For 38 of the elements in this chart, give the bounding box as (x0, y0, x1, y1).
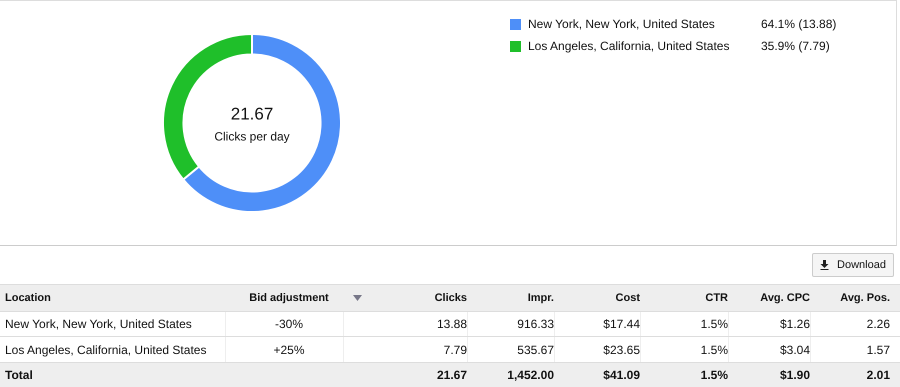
text: $1.90 (778, 367, 810, 384)
text: Clicks per day (214, 129, 290, 144)
text: 916.33 (477, 312, 555, 337)
text: +25% (235, 337, 344, 363)
text: 1.5% (650, 312, 729, 337)
text: Cost (614, 291, 640, 306)
text: 13.88 (353, 312, 468, 337)
text: CTR (704, 291, 728, 306)
data-label: 35.9% (7.79) (761, 39, 830, 53)
text: 1,452.00 (506, 367, 554, 384)
text: 2.26 (866, 316, 890, 333)
text: Download (837, 259, 886, 271)
legend-label: New York, New York, United States (528, 17, 716, 31)
text: Avg. CPC (759, 291, 810, 306)
text: $1.26 (738, 312, 811, 337)
text: $23.65 (564, 337, 641, 363)
text: 535.67 (477, 337, 555, 363)
text: Total (5, 367, 34, 384)
text: Impr. (526, 291, 554, 306)
text: 7.79 (353, 337, 468, 363)
text: Clicks (434, 291, 467, 306)
text: -30% (235, 312, 344, 337)
text: 1.5% (700, 367, 728, 384)
text: Avg. Pos. (839, 291, 890, 306)
text: Location (5, 291, 52, 306)
text: $3.04 (738, 337, 811, 363)
text: 21.67 (230, 104, 274, 124)
text: New York, New York, United States (5, 312, 226, 337)
text: Bid adjustment (248, 291, 330, 306)
text: 1.57 (866, 342, 890, 359)
text: 21.67 (436, 367, 467, 384)
text: $41.09 (602, 367, 640, 384)
legend-label: Los Angeles, California, United States (528, 39, 730, 53)
text: 1.5% (650, 337, 729, 363)
text: $17.44 (564, 312, 641, 337)
data-label: 64.1% (13.88) (761, 17, 836, 31)
text: 2.01 (866, 367, 890, 384)
text: Los Angeles, California, United States (5, 337, 226, 363)
